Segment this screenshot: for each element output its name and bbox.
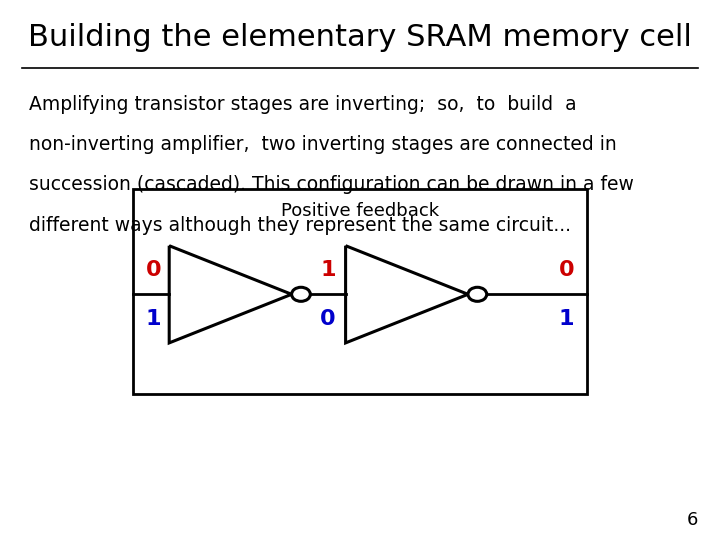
Text: Amplifying transistor stages are inverting;  so,  to  build  a: Amplifying transistor stages are inverti… xyxy=(29,94,577,113)
Text: 0: 0 xyxy=(320,308,336,329)
Text: succession (cascaded). This configuration can be drawn in a few: succession (cascaded). This configuratio… xyxy=(29,176,634,194)
Circle shape xyxy=(468,287,487,301)
Bar xyxy=(133,189,587,394)
Text: 1: 1 xyxy=(145,308,161,329)
Text: 6: 6 xyxy=(687,511,698,529)
Text: non-inverting amplifier,  two inverting stages are connected in: non-inverting amplifier, two inverting s… xyxy=(29,135,616,154)
Text: 1: 1 xyxy=(320,260,336,280)
Text: Positive feedback: Positive feedback xyxy=(281,201,439,220)
Text: 1: 1 xyxy=(559,308,575,329)
Text: 0: 0 xyxy=(559,260,575,280)
Text: 0: 0 xyxy=(145,260,161,280)
Circle shape xyxy=(292,287,310,301)
Text: different ways although they represent the same circuit...: different ways although they represent t… xyxy=(29,216,571,235)
Text: Building the elementary SRAM memory cell: Building the elementary SRAM memory cell xyxy=(28,23,692,52)
